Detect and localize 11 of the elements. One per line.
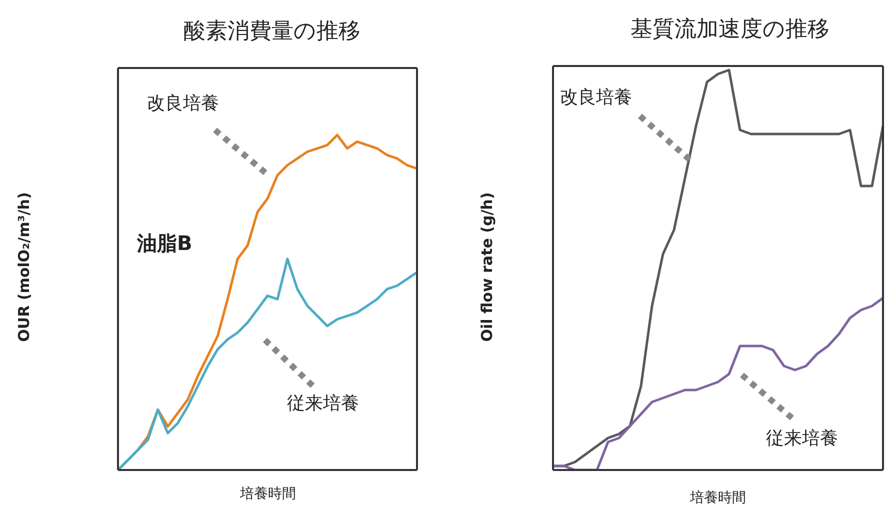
chart-title: 基質流加速度の推移 <box>630 16 830 44</box>
y-axis-title: Oil flow rate (g/h) <box>478 191 496 344</box>
annotation: 油脂B <box>137 230 192 257</box>
x-axis-title: 培養時間 <box>689 489 747 507</box>
y-axis-title: OUR (molO₂/m³/h) <box>15 191 33 344</box>
text: 改良培養 <box>147 92 219 116</box>
annotation: 従来培養 <box>287 392 359 416</box>
annotation: 改良培養 <box>560 86 632 110</box>
chart-title: 酸素消費量の推移 <box>182 18 362 46</box>
x-axis-title: 培養時間 <box>239 485 297 503</box>
annotation: 従来培養 <box>766 427 838 450</box>
